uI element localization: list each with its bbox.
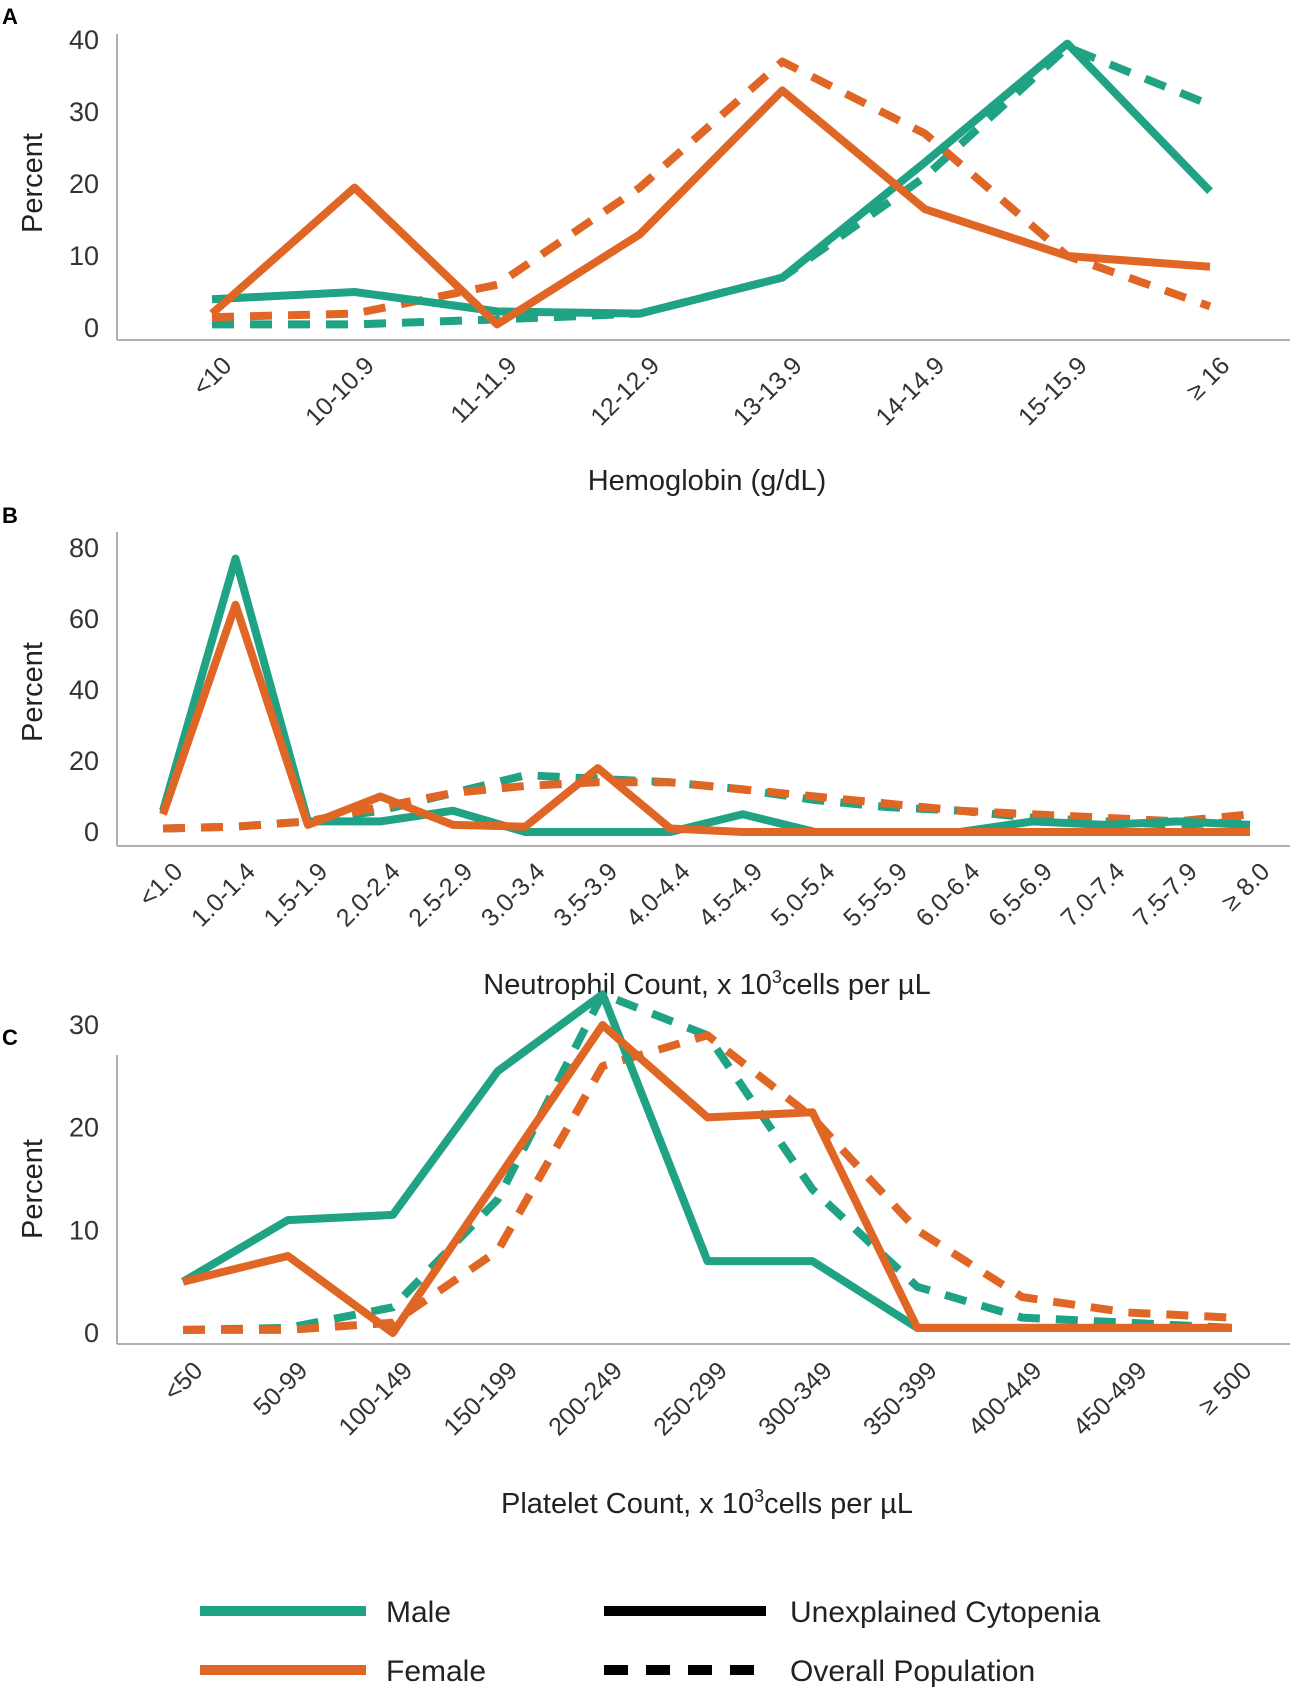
x-tick-label: 11-11.9: [445, 352, 522, 429]
series-female-overall: [183, 1031, 1233, 1334]
series-male-overall: [212, 43, 1212, 329]
x-tick-label: 12-12.9: [585, 352, 665, 432]
y-tick-label: 10: [69, 1215, 99, 1245]
x-tick-label: <1.0: [134, 858, 189, 913]
panel-label-b: B: [2, 503, 18, 528]
x-tick-label: 2.5-2.9: [403, 858, 478, 933]
x-axis-title-b-main: Neutrophil Count, x 10: [483, 969, 772, 1001]
x-tick-label: 250-299: [648, 1357, 733, 1442]
x-tick-label: 150-199: [438, 1357, 523, 1442]
series-female-unexplained: [209, 86, 1211, 329]
y-tick-label: 40: [69, 25, 99, 55]
x-axis-title-c-sup: 3: [754, 1486, 764, 1506]
x-tick-label: 350-399: [858, 1357, 943, 1442]
y-tick-label: 20: [69, 746, 99, 776]
x-tick-label: 50-99: [248, 1357, 313, 1422]
y-tick-label: 20: [69, 169, 99, 199]
x-tick-label: 3.0-3.4: [476, 857, 551, 932]
x-tick-label: ≥ 500: [1193, 1357, 1257, 1421]
x-tick-label: 450-499: [1068, 1357, 1153, 1442]
y-tick-label: 30: [69, 1010, 99, 1040]
x-tick-label: 300-349: [753, 1357, 838, 1442]
x-tick-label: ≥ 8.0: [1216, 858, 1275, 917]
x-tick-label: ≥ 16: [1181, 352, 1235, 406]
panel-a-hemoglobin: A Percent Hemoglobin (g/dL) 0 10 20 30 40 <10…: [2, 4, 1290, 497]
panel-b-neutrophil: B Percent Neutrophil Count, x 103cells p…: [2, 503, 1290, 1001]
y-axis-title-b: Percent: [17, 642, 49, 742]
x-tick-label: 2.0-2.4: [331, 857, 406, 932]
x-tick-label: 4.5-4.9: [693, 858, 768, 933]
x-axis-title-b-sup: 3: [772, 967, 782, 987]
x-tick-label: 200-249: [543, 1357, 628, 1442]
x-axis-title-b-rest: cells per µL: [782, 969, 931, 1001]
x-tick-label: 15-15.9: [1013, 352, 1093, 432]
x-tick-label: 5.0-5.4: [766, 857, 841, 932]
x-axis-title-c: Platelet Count, x 103cells per µL: [501, 1486, 913, 1520]
x-tick-label: 1.5-1.9: [258, 858, 333, 933]
series-male-unexplained: [180, 990, 1232, 1332]
y-tick-label: 10: [69, 241, 99, 271]
panel-label-a: A: [2, 4, 18, 29]
x-tick-label: 6.0-6.4: [911, 857, 986, 932]
y-tick-label: 60: [69, 604, 99, 634]
series-male-unexplained: [159, 554, 1251, 836]
x-axis-title-a: Hemoglobin (g/dL): [588, 465, 827, 497]
y-tick-label: 0: [84, 1318, 99, 1348]
legend: Male Female Unexplained Cytopenia Overal…: [200, 1596, 1101, 1688]
y-axis-title-a: Percent: [17, 133, 49, 233]
y-tick-label: 20: [69, 1113, 99, 1143]
y-tick-label: 0: [84, 313, 99, 343]
panel-label-c: C: [2, 1025, 18, 1050]
panel-c-platelet: C Percent Platelet Count, x 103cells per…: [2, 990, 1290, 1520]
x-tick-label: 13-13.9: [728, 352, 808, 432]
x-tick-label: 4.0-4.4: [621, 857, 696, 932]
series-female-overall: [211, 57, 1212, 322]
x-tick-label: 10-10.9: [300, 352, 380, 432]
legend-female-label: Female: [386, 1655, 486, 1688]
y-tick-label: 40: [69, 675, 99, 705]
x-tick-label: <10: [188, 352, 238, 402]
x-axis-title-b: Neutrophil Count, x 103cells per µL: [483, 967, 930, 1001]
x-tick-label: 400-449: [963, 1357, 1048, 1442]
y-axis-title-c: Percent: [17, 1139, 49, 1239]
legend-unexplained-label: Unexplained Cytopenia: [790, 1596, 1101, 1629]
y-tick-label: 0: [84, 817, 99, 847]
legend-overall-label: Overall Population: [790, 1655, 1035, 1688]
series-female-unexplained: [182, 1021, 1232, 1337]
series-male-overall: [182, 990, 1233, 1334]
x-axis-title-c-rest: cells per µL: [764, 1488, 913, 1520]
x-axis-title-c-main: Platelet Count, x 10: [501, 1488, 754, 1520]
x-tick-label: 14-14.9: [870, 352, 950, 432]
x-tick-label: 6.5-6.9: [983, 858, 1058, 933]
x-tick-label: 7.5-7.9: [1128, 858, 1203, 933]
x-tick-label: 5.5-5.9: [838, 858, 913, 933]
series-female-unexplained: [159, 600, 1250, 836]
x-tick-label: 7.0-7.4: [1056, 857, 1131, 932]
y-tick-label: 30: [69, 97, 99, 127]
x-tick-label: <50: [159, 1357, 209, 1407]
legend-male-label: Male: [386, 1596, 451, 1629]
series-female-overall: [162, 778, 1251, 833]
x-tick-label: 1.0-1.4: [186, 857, 261, 932]
series-male-unexplained: [211, 39, 1213, 318]
x-tick-label: 3.5-3.9: [548, 858, 623, 933]
y-tick-label: 80: [69, 533, 99, 563]
x-tick-label: 100-149: [333, 1357, 418, 1442]
